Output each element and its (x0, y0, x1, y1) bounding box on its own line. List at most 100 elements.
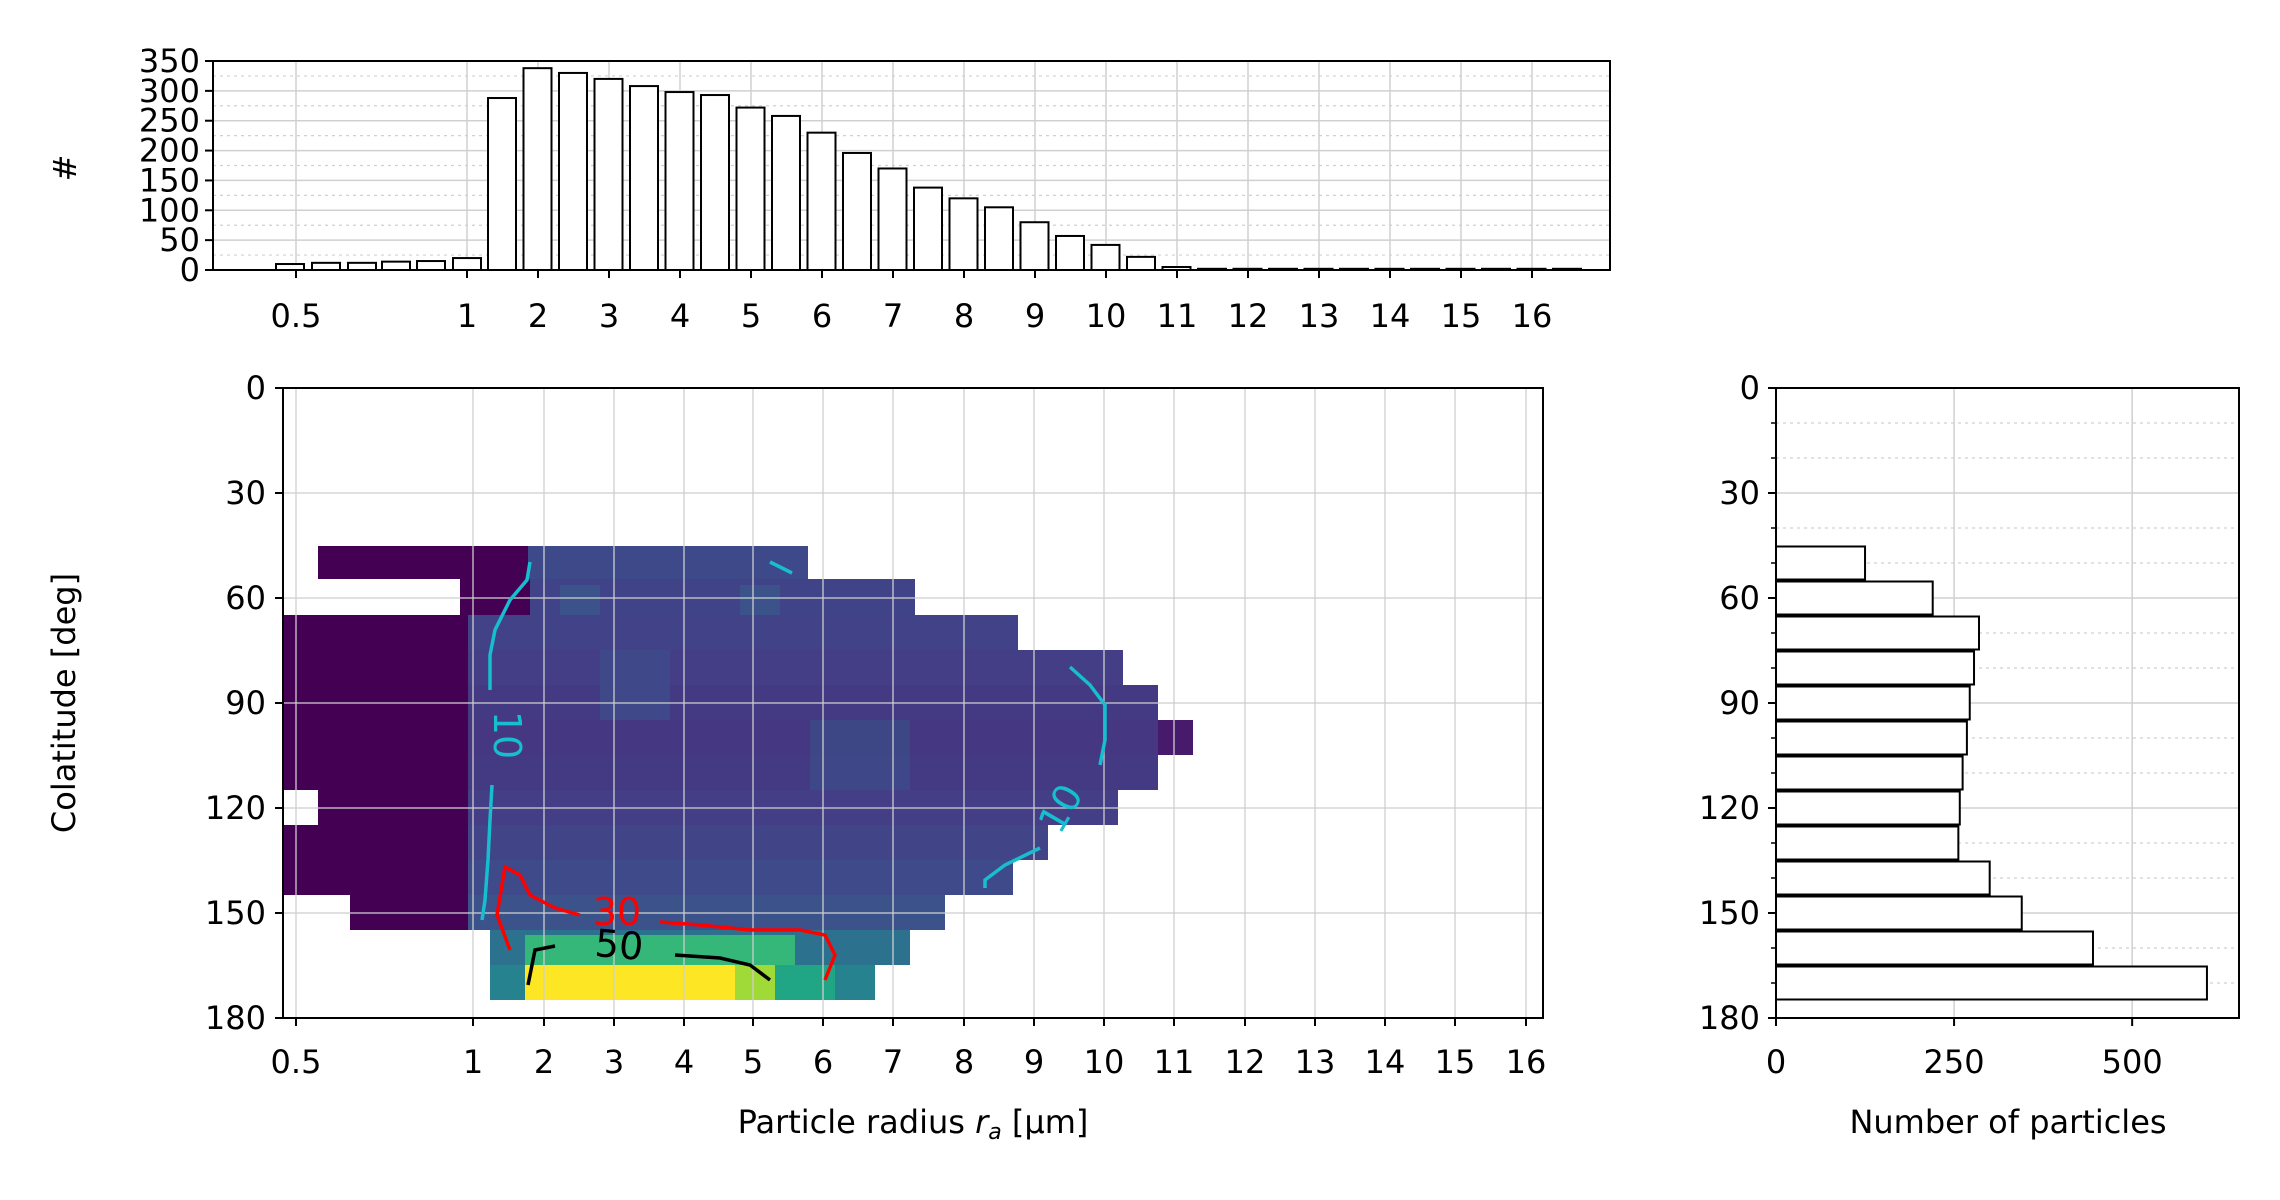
heatmap-xtick-label: 3 (604, 1043, 624, 1081)
right-histogram-bars (1775, 545, 2208, 1001)
heatmap-xtick-label: 4 (674, 1043, 694, 1081)
right-xtick-label: 250 (1924, 1043, 1985, 1081)
heatmap-ytick-label: 0 (246, 369, 266, 407)
top-ytick-label: 300 (139, 72, 200, 110)
heatmap-cell (283, 615, 468, 895)
right-histogram-bar (1775, 825, 1960, 861)
heatmap-xtick-label: 7 (883, 1043, 903, 1081)
right-histogram-bar (1775, 930, 2094, 966)
top-histogram-bar (593, 77, 624, 271)
top-histogram-bar (522, 67, 553, 271)
contour-line-50 (674, 953, 772, 982)
heatmap-xtick-label: 11 (1154, 1043, 1195, 1081)
right-ytick-label: 180 (1699, 999, 1760, 1037)
top-xtick-label: 10 (1086, 297, 1127, 335)
heatmap-cell (318, 546, 528, 579)
heatmap-cell (810, 720, 910, 790)
top-histogram-ylabel: # (46, 155, 84, 182)
top-histogram-bar (1055, 234, 1085, 272)
right-xtick-label: 0 (1766, 1043, 1786, 1081)
right-histogram-bar (1775, 755, 1964, 791)
top-histogram-grid (213, 60, 1610, 271)
heatmap-cell (468, 860, 1013, 895)
heatmap-xtick-label: 12 (1225, 1043, 1266, 1081)
right-histogram-xlabel: Number of particles (1849, 1103, 2166, 1141)
heatmap-xtick-label: 6 (813, 1043, 833, 1081)
heatmap-frame (282, 387, 1544, 1019)
heatmap-cell (600, 650, 670, 720)
top-histogram-bar (381, 260, 411, 272)
top-histogram-bar (416, 260, 446, 271)
contour-label: 30 (593, 890, 641, 934)
right-histogram-bar (1775, 895, 2023, 931)
heatmap-cell (468, 825, 1048, 860)
heatmap-ytick-label: 60 (225, 579, 266, 617)
top-ytick-label: 150 (139, 161, 200, 199)
heatmap-ytick-label: 150 (205, 894, 266, 932)
heatmap-ylabel: Colatitude [deg] (45, 573, 83, 833)
top-xtick-label: 12 (1228, 297, 1269, 335)
heatmap-ytick-label: 90 (225, 684, 266, 722)
contour-line-10-top (769, 560, 793, 575)
top-histogram-frame (212, 60, 1611, 271)
top-histogram-bar (877, 167, 908, 271)
contour-label: 50 (593, 921, 645, 969)
heatmap-cell (560, 585, 600, 615)
top-xtick-label: 16 (1512, 297, 1553, 335)
heatmap-cell (1158, 720, 1193, 755)
heatmap-cell (525, 935, 795, 965)
heatmap-cell (775, 965, 835, 1000)
top-histogram-bar (806, 131, 837, 271)
top-histogram-bar (735, 106, 766, 271)
heatmap-cell (740, 585, 780, 615)
right-ytick-label: 0 (1740, 369, 1760, 407)
right-histogram-bar (1775, 790, 1961, 826)
right-histogram-bar (1775, 580, 1934, 616)
heatmap-xtick-label: 0.5 (271, 1043, 322, 1081)
heatmap-xtick-label: 1 (463, 1043, 483, 1081)
top-xtick-label: 13 (1299, 297, 1340, 335)
top-ytick-label: 200 (139, 132, 200, 170)
right-xtick-label: 500 (2102, 1043, 2163, 1081)
contour-label: 10 (485, 711, 529, 759)
top-histogram-bar (1019, 221, 1050, 272)
top-xtick-label: 8 (954, 297, 974, 335)
contour-line-10-left (488, 561, 532, 690)
top-histogram-bar (984, 206, 1014, 272)
top-histogram-bar (771, 114, 801, 271)
top-xtick-label: 5 (741, 297, 761, 335)
right-ytick-label: 90 (1719, 684, 1760, 722)
top-ytick-label: 50 (159, 221, 200, 259)
top-histogram-bar (347, 261, 377, 272)
top-ytick-label: 350 (139, 42, 200, 80)
right-ytick-label: 150 (1699, 894, 1760, 932)
top-ytick-label: 0 (180, 251, 200, 289)
right-histogram-bar (1775, 720, 1968, 756)
contour-line-30 (495, 864, 581, 951)
top-xtick-label: 1 (457, 297, 477, 335)
heatmap-cell (528, 546, 808, 579)
contour-line-30 (659, 920, 837, 981)
right-histogram-bar (1775, 965, 2208, 1001)
contour-line-10-right (983, 846, 1041, 888)
top-xtick-label: 9 (1025, 297, 1045, 335)
heatmap-cell (468, 650, 1123, 685)
heatmap-xtick-label: 16 (1506, 1043, 1547, 1081)
heatmap-xlabel-prefix: Particle radius (738, 1103, 976, 1141)
heatmap-ytick-label: 180 (205, 999, 266, 1037)
top-xtick-label: 3 (599, 297, 619, 335)
heatmap-cell (460, 579, 530, 615)
top-xtick-label: 6 (812, 297, 832, 335)
heatmap-xtick-label: 15 (1435, 1043, 1476, 1081)
top-xtick-label: 14 (1370, 297, 1411, 335)
heatmap-xlabel-var: r (975, 1103, 990, 1141)
heatmap-xlabel: Particle radius ra [µm] (738, 1103, 1089, 1145)
contour-line-10-right (1068, 665, 1107, 766)
heatmap-xtick-label: 14 (1365, 1043, 1406, 1081)
heatmap-xtick-label: 5 (743, 1043, 763, 1081)
